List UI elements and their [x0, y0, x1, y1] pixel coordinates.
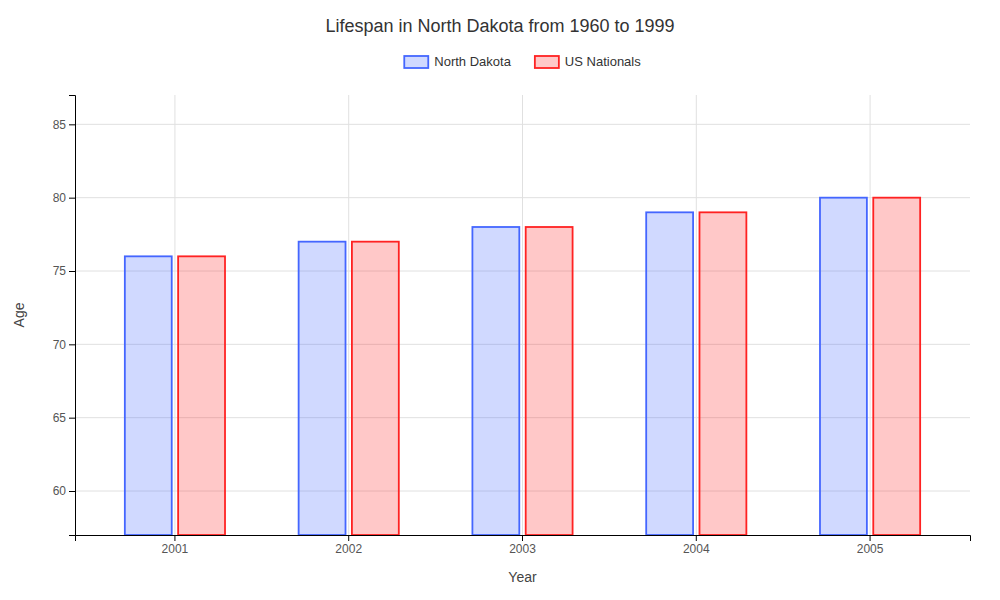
bar	[178, 256, 225, 535]
x-grid-line	[870, 95, 871, 535]
bar-series	[125, 198, 867, 535]
x-tick-label: 2002	[335, 542, 362, 556]
y-tick-mark	[69, 271, 75, 272]
y-tick-mark	[69, 124, 75, 125]
y-tick: 75	[53, 264, 75, 278]
y-tick: 65	[53, 411, 75, 425]
legend-item: US Nationals	[535, 54, 641, 69]
legend-label: North Dakota	[434, 54, 511, 69]
y-tick: 85	[53, 118, 75, 132]
legend-swatch	[535, 56, 559, 68]
y-tick-mark	[69, 198, 75, 199]
x-tick-mark	[522, 535, 523, 541]
x-axis-title: Year	[508, 569, 537, 585]
y-tick-mark	[69, 418, 75, 419]
x-tick-mark	[696, 535, 697, 541]
legend-item: North Dakota	[404, 54, 511, 69]
title: Lifespan in North Dakota from 1960 to 19…	[325, 16, 674, 36]
x-tick: 2004	[683, 535, 710, 556]
y-tick: 70	[53, 338, 75, 352]
bar-series	[178, 198, 920, 535]
bar	[299, 242, 346, 535]
y-tick-mark	[69, 344, 75, 345]
x-grid-line	[174, 95, 175, 535]
bar	[873, 198, 920, 535]
y-axis: 60 65 70 75 80 85	[53, 96, 76, 536]
legend-swatch	[404, 56, 428, 68]
x-tick-label: 2005	[857, 542, 884, 556]
chart: 2001 2002 2003 2004 2005 60 65 70 75 80 85 Year Age L…	[0, 0, 1000, 600]
bar	[472, 227, 519, 535]
bar	[352, 242, 399, 535]
y-axis-title: Age	[11, 302, 27, 327]
grid	[75, 95, 970, 535]
x-tick: 2005	[857, 535, 884, 556]
y-tick-label: 85	[53, 118, 67, 132]
y-tick-label: 70	[53, 338, 67, 352]
legend: North Dakota US Nationals	[404, 54, 641, 69]
x-grid-line	[696, 95, 697, 535]
plot: 2001 2002 2003 2004 2005 60 65 70 75 80 85	[53, 95, 971, 556]
x-tick-label: 2004	[683, 542, 710, 556]
x-tick: 2001	[162, 535, 189, 556]
y-tick-label: 60	[53, 484, 67, 498]
x-axis-line	[76, 536, 971, 542]
y-axis-line	[69, 96, 76, 536]
x-tick-mark	[348, 535, 349, 541]
legend-label: US Nationals	[565, 54, 641, 69]
x-tick-mark	[174, 535, 175, 541]
x-tick: 2002	[335, 535, 362, 556]
x-grid-line	[522, 95, 523, 535]
x-tick-mark	[870, 535, 871, 541]
y-tick-label: 80	[53, 191, 67, 205]
bar	[820, 198, 867, 535]
y-tick-mark	[69, 491, 75, 492]
x-grid-line	[348, 95, 349, 535]
x-tick-label: 2001	[162, 542, 189, 556]
y-tick-label: 65	[53, 411, 67, 425]
bar	[699, 212, 746, 535]
y-tick-label: 75	[53, 264, 67, 278]
bars	[125, 198, 920, 535]
bar	[125, 256, 172, 535]
x-tick-label: 2003	[509, 542, 536, 556]
y-tick: 60	[53, 484, 75, 498]
y-tick: 80	[53, 191, 75, 205]
bar	[526, 227, 573, 535]
x-axis: 2001 2002 2003 2004 2005	[76, 535, 971, 556]
bar	[646, 212, 693, 535]
x-tick: 2003	[509, 535, 536, 556]
